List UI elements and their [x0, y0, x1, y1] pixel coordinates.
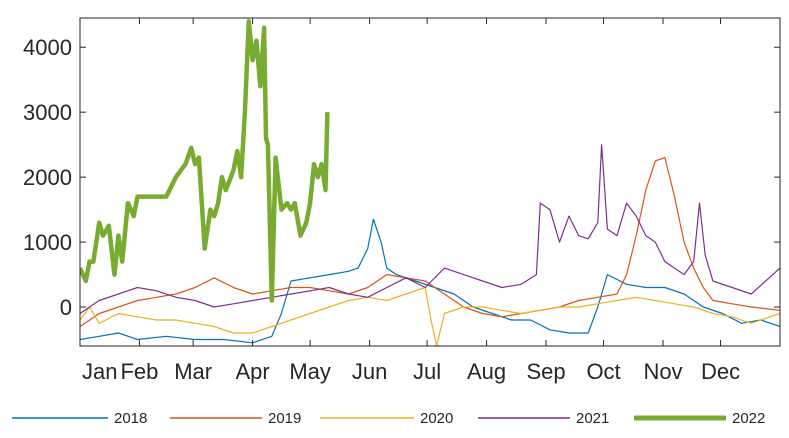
legend-label-2021: 2021	[576, 410, 609, 427]
y-tick-label: 0	[60, 295, 72, 320]
x-tick-label: Oct	[586, 359, 620, 384]
x-tick-label: Jun	[352, 359, 387, 384]
series-line-2020	[80, 286, 780, 346]
legend-label-2020: 2020	[420, 410, 453, 427]
legend-label-2022: 2022	[732, 410, 765, 427]
axes-box	[79, 17, 781, 347]
x-tick-label: Nov	[643, 359, 682, 384]
x-tick-label: Jul	[413, 359, 441, 384]
x-axis: Jan Feb Mar Apr May Jun Jul Aug Sep Oct Nov Dec	[79, 18, 740, 384]
legend: 2018 2019 2020 2021 2022	[12, 410, 765, 427]
legend-label-2018: 2018	[114, 410, 147, 427]
y-tick-label: 1000	[23, 230, 72, 255]
x-tick-label: Dec	[701, 359, 740, 384]
x-tick-label: Sep	[526, 359, 565, 384]
series-line-2018	[80, 218, 780, 344]
series-layer	[80, 18, 780, 346]
y-tick-label: 4000	[23, 35, 72, 60]
x-tick-label: Apr	[235, 359, 269, 384]
x-tick-label: Aug	[467, 359, 506, 384]
y-axis: 0 1000 2000 3000 4000	[23, 35, 780, 320]
series-line-2022	[80, 18, 330, 303]
y-tick-label: 2000	[23, 165, 72, 190]
y-tick-label: 3000	[23, 100, 72, 125]
legend-label-2019: 2019	[268, 410, 301, 427]
x-tick-label: May	[289, 359, 331, 384]
series-line-2019	[80, 157, 780, 327]
x-tick-label: Mar	[174, 359, 212, 384]
series-line-2021	[80, 144, 780, 314]
x-tick-label: Jan	[82, 359, 117, 384]
x-tick-label: Feb	[120, 359, 158, 384]
